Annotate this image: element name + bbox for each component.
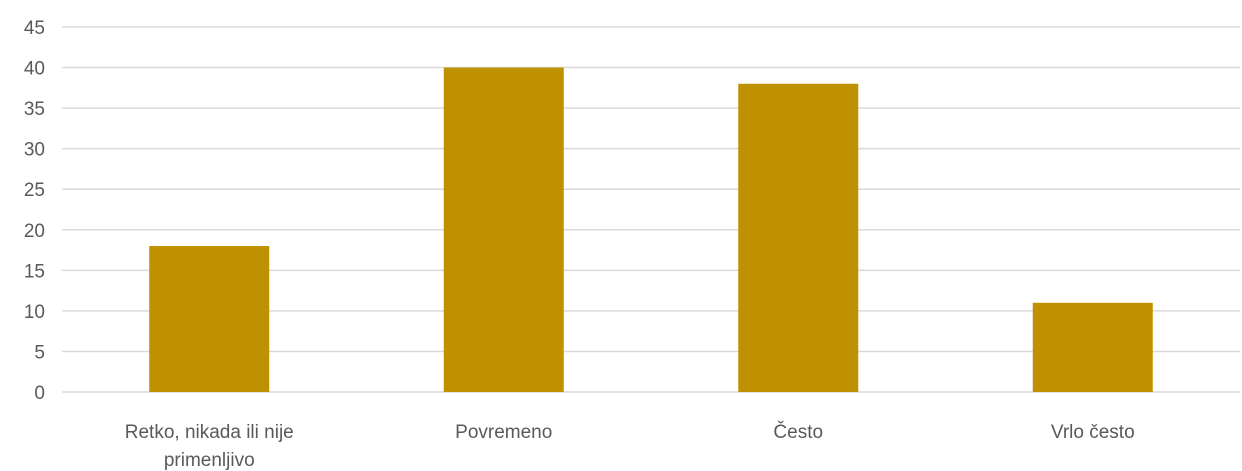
y-tick-label-25: 25 [24,180,45,201]
bar-4 [1032,302,1153,392]
y-tick-label-45: 45 [24,18,45,39]
y-tick-label-10: 10 [24,302,45,323]
y-tick-label-35: 35 [24,99,45,120]
x-axis-tick-labels: Retko, nikada ili nije primenljivo Povreme… [125,421,1135,471]
bar-3 [738,83,859,393]
y-axis-tick-labels: 0 5 10 15 20 25 30 35 40 45 [24,18,45,404]
x-tick-label-3: Često [773,421,823,443]
y-tick-label-20: 20 [24,221,45,242]
x-tick-label-2: Povremeno [455,422,552,443]
y-tick-label-15: 15 [24,261,45,282]
y-tick-label-30: 30 [24,140,45,161]
y-tick-label-40: 40 [24,59,45,80]
x-tick-label-1: Retko, nikada ili nije primenljivo [125,422,294,471]
y-tick-label-0: 0 [34,383,45,404]
bars [149,67,1153,393]
bar-1 [149,246,270,392]
bar-2 [443,67,564,393]
y-tick-label-5: 5 [34,342,45,363]
x-tick-label-4: Vrlo često [1051,422,1135,443]
